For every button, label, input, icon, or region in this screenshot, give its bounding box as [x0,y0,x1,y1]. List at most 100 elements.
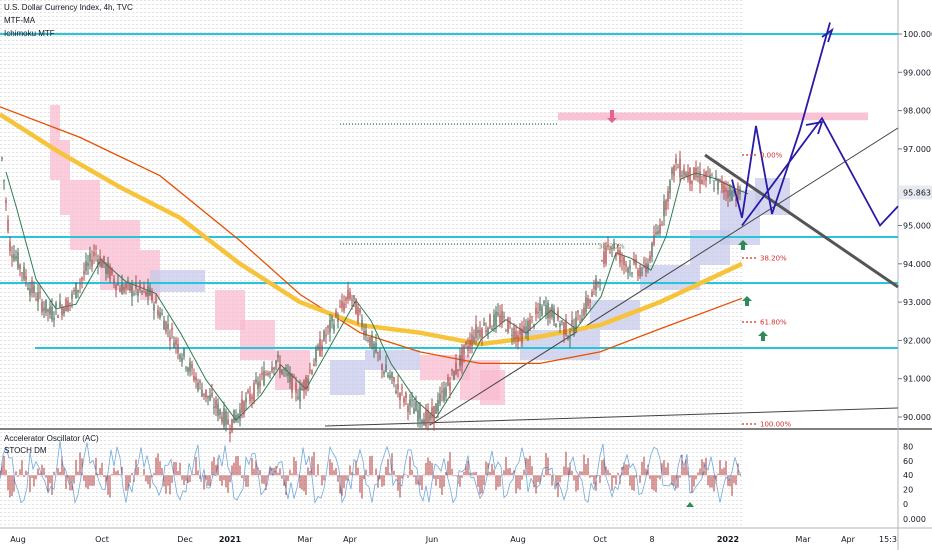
osc-label-stoch[interactable]: STOCH DM [4,446,47,455]
candle-body [505,330,507,332]
candle-body [265,373,267,375]
candle-body [495,311,497,326]
candle-body [149,287,151,296]
candle-body [261,373,263,375]
candle-body [101,261,103,268]
fib-markers: 61.80% 0.00% 38.20% 38.20% 61.80% 100.00% [594,124,791,429]
zone-rect-0 [558,112,868,121]
price-tick-label: 91.000 [903,375,931,384]
time-axis[interactable]: Aug Oct Dec 2021 Mar Apr Jun Aug Oct 8 2022 Mar Apr 1… [10,535,897,544]
candle-body [465,342,467,346]
candle-body [431,407,433,419]
candle-body [487,327,489,334]
candle-body [59,301,61,308]
candle-body [613,242,615,249]
candle-body [443,388,445,401]
candle-body [647,263,649,270]
candle-body [711,175,713,177]
time-tick-label: Aug [510,535,526,544]
candle-body [119,288,121,293]
candle-body [111,268,113,275]
candle-body [257,381,259,389]
cloud-blue-0 [150,270,205,292]
candle-body [537,311,539,314]
candle-body [533,324,535,327]
candle-body [253,382,255,402]
candle-body [641,272,643,274]
candle-body [35,299,37,301]
osc-label-ac[interactable]: Accelerator Oscillator (AC) [4,434,99,443]
fib-label-5: 100.00% [760,421,791,429]
candle-body [223,407,225,427]
candle-body [151,290,153,302]
candle-body [527,320,529,335]
projection-arrow-head-2 [805,120,824,135]
arrow-up-icon-0 [738,240,748,250]
candle-body [401,387,403,389]
candle-body [727,190,729,198]
candle-body [623,256,625,265]
candle-body [135,282,137,289]
candle-body [471,334,473,346]
up-trend-line [429,127,899,426]
candle-body [377,352,379,354]
candle-body [343,303,345,311]
candle-body [247,390,249,393]
candle-body [565,319,567,336]
candle-body [65,298,67,312]
candle-body [89,252,91,262]
candle-body [633,259,635,264]
candle-body [203,393,205,396]
candle-body [561,321,563,323]
candle-body [425,410,427,427]
candle-body [435,404,437,414]
candle-body [521,328,523,344]
indicator-label-ichimoku[interactable]: Ichimoku MTF [4,29,55,38]
time-tick-label: 8 [649,535,654,544]
candle-body [563,322,565,335]
price-axis[interactable]: 101.000 100.000 99.000 98.000 97.000 95.000 94… [898,0,932,422]
candle-body [705,171,707,181]
candle-body [291,373,293,393]
signal-arrows [607,110,768,507]
candle-body [459,355,461,366]
candle-body [371,334,373,349]
candle-body [255,379,257,383]
resistance-zone[interactable] [340,112,868,245]
candle-body [607,244,609,248]
horizontal-levels[interactable] [0,33,898,350]
candle-body [499,314,501,323]
candle-body [63,308,65,314]
candle-body [241,399,243,412]
candle-body [589,299,591,303]
oscillator-series [0,440,742,505]
candle-body [367,340,369,341]
candle-body [545,304,547,316]
candle-body [703,174,705,177]
candle-body [587,298,589,307]
candle-body [389,374,391,379]
candle-body [525,326,527,331]
candle-body [695,168,697,178]
candle-body [259,381,261,387]
candle-body [417,410,419,422]
candle-body [277,354,279,358]
arrow-up-icon-2 [758,331,768,341]
candle-body [125,283,127,289]
candle-body [415,401,417,411]
candle-body [473,336,475,342]
indicator-label-mtf-ma[interactable]: MTF-MA [4,16,36,25]
candle-body [403,398,405,403]
candle-body [519,327,521,335]
projection-path[interactable] [731,22,899,228]
candle-body [333,324,335,331]
candle-body [47,309,49,313]
candle-body [161,313,163,315]
candle-body [735,198,737,202]
candle-body [323,330,325,341]
candle-body [227,419,229,425]
candle-body [197,382,199,391]
candle-body [351,299,353,301]
candle-body [193,376,195,381]
